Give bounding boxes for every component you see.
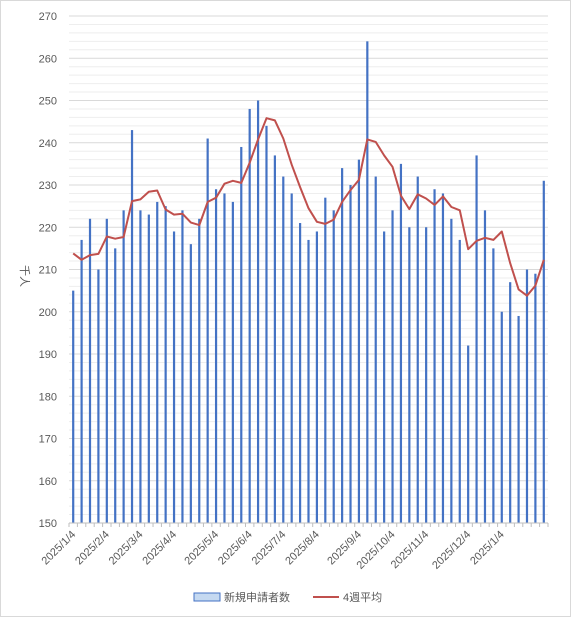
bar (391, 210, 394, 523)
y-tick-label: 250 (39, 96, 57, 108)
bar (214, 189, 218, 523)
bar (383, 231, 386, 523)
bar (248, 108, 251, 523)
bar (156, 201, 159, 523)
bar (97, 269, 100, 523)
x-tick-label: 2025/1/4 (40, 529, 79, 568)
y-tick-label: 210 (39, 265, 57, 277)
bar (172, 231, 176, 523)
legend-bar-label: 新規申請者数 (224, 590, 290, 604)
x-tick-label: 2025/7/4 (250, 529, 289, 568)
x-tick-label: 2025/2/4 (73, 529, 112, 568)
legend-line-label: 4週平均 (343, 591, 382, 604)
bar (72, 290, 75, 523)
x-tick-label: 2025/5/4 (182, 529, 221, 568)
bar (357, 159, 361, 523)
y-tick-label: 160 (39, 476, 57, 488)
bar (80, 239, 83, 524)
bar (534, 273, 537, 523)
bar (290, 193, 293, 523)
bar (307, 239, 310, 524)
bar (492, 248, 495, 523)
y-axis-label: 千人 (18, 265, 31, 287)
bar (475, 155, 478, 524)
y-tick-label: 240 (39, 138, 57, 150)
bar (542, 180, 545, 523)
bar (223, 193, 226, 523)
bar (332, 210, 335, 523)
bar (324, 197, 327, 524)
x-tick-label: 2025/6/4 (216, 529, 255, 568)
bar (181, 210, 184, 523)
y-tick-label: 180 (39, 391, 57, 403)
bar (341, 168, 344, 523)
bar (88, 218, 92, 524)
y-tick-label: 270 (39, 11, 57, 23)
bar (130, 130, 134, 523)
bar (164, 206, 167, 523)
bar-series (72, 41, 545, 524)
x-tick-label: 2025/1/4 (468, 529, 507, 568)
y-tick-label: 190 (39, 349, 57, 361)
y-tick-label: 200 (39, 307, 57, 319)
bar (467, 345, 470, 523)
bar (206, 138, 209, 523)
y-tick-label: 150 (39, 518, 57, 530)
y-tick-label: 170 (39, 434, 57, 446)
bar (198, 218, 201, 524)
bar (256, 100, 260, 523)
bar (282, 176, 285, 524)
bar (273, 155, 276, 524)
x-tick-label: 2025/12/4 (430, 529, 473, 572)
legend-bar-swatch (193, 592, 221, 602)
legend: 新規申請者数 4週平均 (193, 590, 382, 604)
x-tick-label: 2025/8/4 (283, 529, 322, 568)
bar (189, 244, 192, 523)
bar (122, 210, 125, 523)
bar (408, 227, 411, 523)
bar (366, 41, 369, 523)
x-tick-label: 2025/3/4 (107, 529, 146, 568)
bar (139, 210, 142, 523)
bar (509, 282, 512, 523)
bar (349, 185, 352, 523)
bar (374, 176, 377, 524)
y-tick-label: 230 (39, 180, 57, 192)
moving-average-line (72, 117, 545, 297)
bar (147, 214, 150, 523)
bar (231, 201, 234, 523)
bar (441, 193, 445, 523)
bar (114, 248, 117, 523)
y-tick-label: 260 (39, 53, 57, 65)
x-tick-label: 2025/4/4 (140, 529, 179, 568)
bar (425, 227, 428, 523)
bar (433, 189, 436, 523)
bar (525, 269, 529, 523)
bar (399, 163, 403, 523)
bar (265, 125, 268, 523)
bar (105, 218, 108, 524)
bar (483, 210, 487, 523)
bar (315, 231, 319, 523)
x-axis (68, 522, 549, 527)
bar (240, 146, 243, 523)
bar (298, 223, 302, 523)
y-tick-label: 220 (39, 222, 57, 234)
bar (450, 218, 453, 524)
bar (500, 311, 503, 523)
bar (517, 315, 520, 523)
bar (416, 176, 419, 524)
y-axis-tick-labels: 150 160 170 180 190 200 210 220 230 240 250 260 270 (39, 11, 57, 530)
bar (458, 239, 461, 524)
